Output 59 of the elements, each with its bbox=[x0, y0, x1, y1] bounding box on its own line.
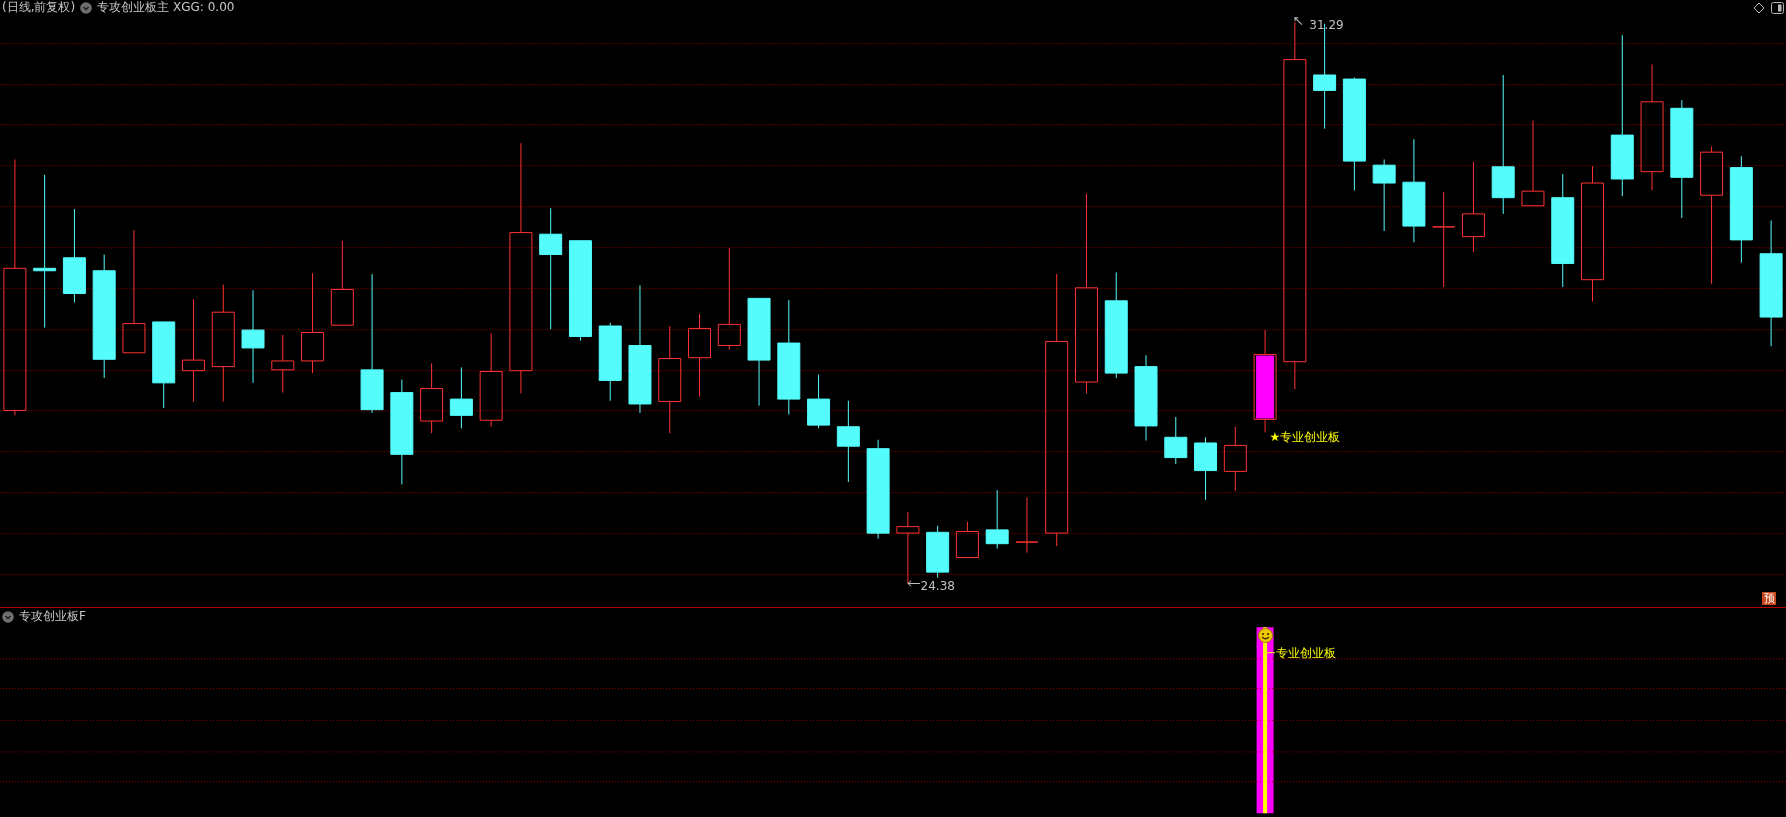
candlestick bbox=[1700, 145, 1724, 285]
candlestick bbox=[1015, 496, 1039, 554]
candlestick bbox=[1521, 119, 1545, 207]
candlestick bbox=[1074, 193, 1098, 394]
candlestick bbox=[152, 321, 176, 409]
candlestick bbox=[717, 247, 741, 351]
chart-title: (日线,前复权) bbox=[2, 0, 76, 15]
candlestick bbox=[1045, 273, 1069, 547]
candlestick bbox=[1283, 21, 1307, 390]
annotation: 24.38 bbox=[920, 578, 955, 593]
candlestick bbox=[628, 284, 652, 414]
candlestick bbox=[539, 207, 563, 330]
candlestick bbox=[301, 272, 325, 374]
candlestick bbox=[330, 240, 354, 326]
candlestick bbox=[181, 298, 205, 403]
candlestick bbox=[658, 325, 682, 434]
candlestick bbox=[568, 240, 592, 342]
candlestick bbox=[1164, 416, 1188, 465]
candlestick bbox=[896, 511, 920, 584]
candlestick bbox=[479, 332, 503, 428]
candlestick bbox=[1223, 426, 1247, 492]
candlestick bbox=[509, 142, 533, 394]
chart-title: 专攻创业板F bbox=[19, 609, 86, 624]
candlestick bbox=[1432, 191, 1456, 288]
candlestick bbox=[360, 273, 384, 414]
candlestick bbox=[1640, 63, 1664, 191]
chart-subtitle: 专攻创业板主 XGG: 0.00 bbox=[97, 0, 235, 15]
candlestick bbox=[271, 334, 295, 394]
candlestick bbox=[241, 289, 265, 384]
candlestick bbox=[92, 254, 116, 379]
annotation: ★专业创业板 bbox=[1269, 430, 1341, 445]
candlestick bbox=[1551, 173, 1575, 288]
candlestick bbox=[390, 379, 414, 485]
candlestick bbox=[777, 299, 801, 416]
candlestick bbox=[1461, 161, 1485, 253]
candlestick bbox=[955, 521, 979, 559]
candlestick bbox=[449, 366, 473, 429]
candlestick bbox=[747, 297, 771, 407]
candlestick bbox=[688, 313, 712, 398]
candlestick bbox=[1491, 74, 1515, 215]
candlestick bbox=[1402, 138, 1426, 243]
annotation: 31.29 bbox=[1309, 17, 1344, 32]
candlestick bbox=[1670, 99, 1694, 219]
candlestick bbox=[122, 229, 146, 354]
candlestick bbox=[1253, 329, 1277, 433]
candlestick bbox=[1729, 155, 1753, 264]
candlestick bbox=[1610, 34, 1634, 197]
candlestick bbox=[211, 284, 235, 403]
annotation: 专业创业板 bbox=[1276, 645, 1337, 660]
candlestick bbox=[985, 489, 1009, 550]
candlestick bbox=[3, 158, 27, 416]
candlestick bbox=[866, 439, 890, 540]
candlestick bbox=[1372, 158, 1396, 232]
candlestick bbox=[420, 362, 444, 434]
candlestick bbox=[1759, 219, 1783, 347]
candlestick bbox=[1581, 165, 1605, 303]
candlestick bbox=[836, 400, 860, 483]
text: 预 bbox=[1762, 592, 1776, 605]
candlestick bbox=[1134, 354, 1158, 442]
